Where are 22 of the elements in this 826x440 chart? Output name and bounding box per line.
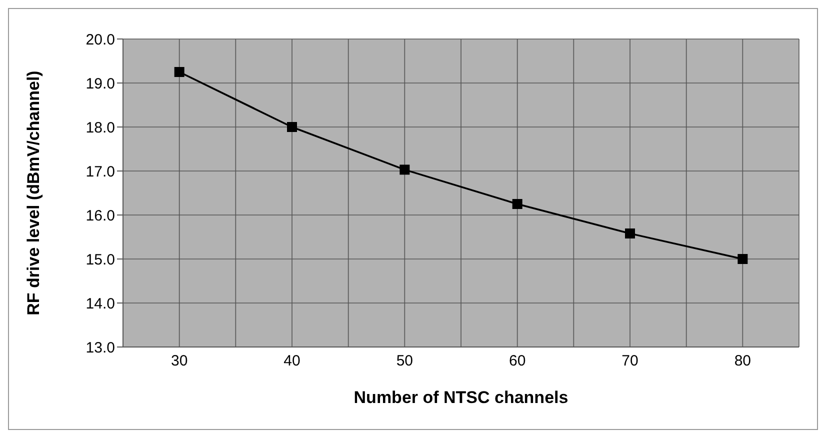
y-tick-label: 19.0: [86, 75, 115, 92]
y-tick-label: 14.0: [86, 295, 115, 312]
point: [512, 199, 522, 209]
y-axis-title: RF drive level (dBmV/channel): [24, 70, 44, 316]
point: [287, 122, 297, 132]
point: [738, 254, 748, 264]
y-tick-label: 17.0: [86, 163, 115, 180]
point: [400, 164, 410, 175]
x-tick-label: 50: [396, 352, 414, 370]
y-tick-label: 16.0: [86, 207, 115, 224]
x-tick-label: 30: [170, 352, 188, 370]
y-tick-label: 15.0: [86, 251, 115, 268]
x-tick-label: 70: [622, 352, 638, 370]
x-tick-label: 60: [508, 352, 526, 370]
x-axis-title: Number of NTSC channels: [354, 388, 568, 407]
y-tick-label: 18.0: [86, 119, 115, 136]
x-tick-label: 80: [734, 352, 752, 370]
y-tick-label: 13.0: [86, 339, 115, 356]
y-tick-label: 20.0: [86, 31, 115, 48]
point: [174, 67, 184, 77]
point: [625, 228, 635, 238]
x-tick-label: 40: [284, 352, 300, 370]
